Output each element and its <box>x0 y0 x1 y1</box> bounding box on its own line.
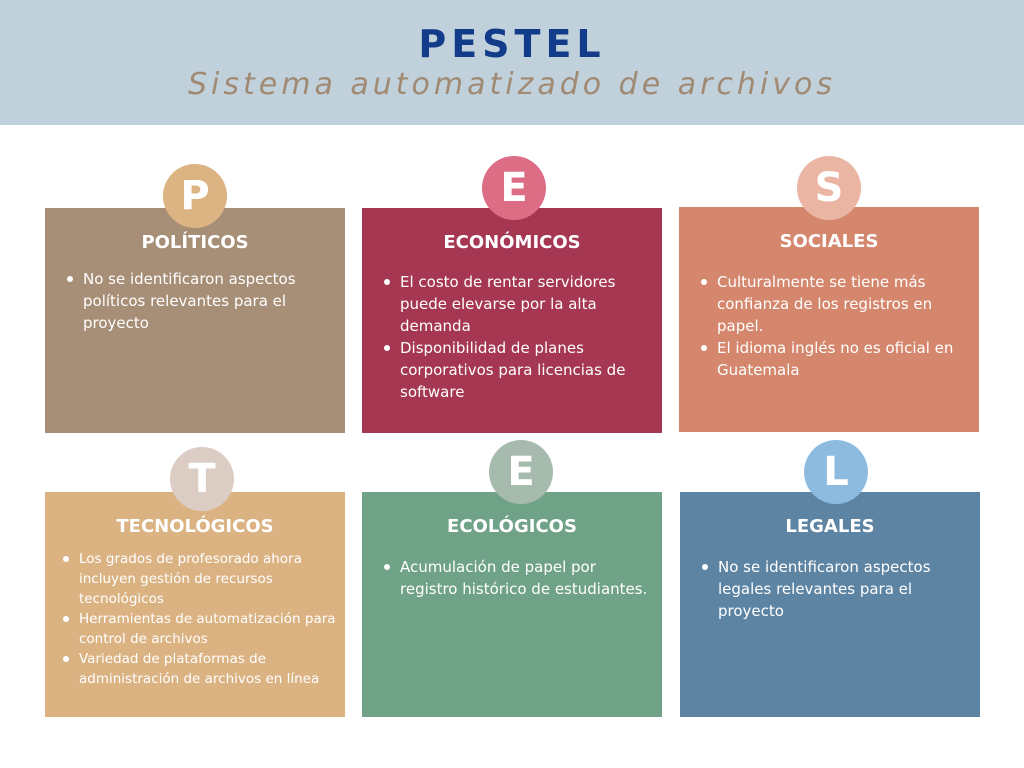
factor-title: ECONÓMICOS <box>443 232 581 253</box>
factor-list: Culturalmente se tiene más confianza de … <box>697 271 967 381</box>
factor-card-economicos: ECONÓMICOS El costo de rentar servidores… <box>362 208 662 433</box>
factor-list: No se identificaron aspectos políticos r… <box>63 268 333 334</box>
factor-list: El costo de rentar servidores puede elev… <box>380 271 650 403</box>
factor-title: POLÍTICOS <box>141 232 249 253</box>
list-item: Culturalmente se tiene más confianza de … <box>697 271 967 337</box>
factor-list: No se identificaron aspectos legales rel… <box>698 556 968 622</box>
letter-badge-s: S <box>797 156 861 220</box>
list-item: El costo de rentar servidores puede elev… <box>380 271 650 337</box>
list-item: Disponibilidad de planes corporativos pa… <box>380 337 650 403</box>
factor-title: SOCIALES <box>779 231 879 252</box>
factor-title: LEGALES <box>785 516 875 537</box>
list-item: Herramientas de automatización para cont… <box>59 609 337 649</box>
list-item: Acumulación de papel por registro histór… <box>380 556 650 600</box>
factor-card-sociales: SOCIALES Culturalmente se tiene más conf… <box>679 207 979 432</box>
factor-title: TECNOLÓGICOS <box>116 516 274 537</box>
factor-card-legales: LEGALES No se identificaron aspectos leg… <box>680 492 980 717</box>
letter-badge-e-economicos: E <box>482 156 546 220</box>
factor-card-tecnologicos: TECNOLÓGICOS Los grados de profesorado a… <box>45 492 345 717</box>
letter-badge-t: T <box>170 447 234 511</box>
factor-card-politicos: POLÍTICOS No se identificaron aspectos p… <box>45 208 345 433</box>
list-item: Variedad de plataformas de administració… <box>59 649 337 689</box>
factor-card-ecologicos: ECOLÓGICOS Acumulación de papel por regi… <box>362 492 662 717</box>
page-subtitle: Sistema automatizado de archivos <box>188 67 836 102</box>
factor-list: Los grados de profesorado ahora incluyen… <box>59 549 337 689</box>
letter-badge-e-ecologicos: E <box>489 440 553 504</box>
list-item: Los grados de profesorado ahora incluyen… <box>59 549 337 609</box>
factor-title: ECOLÓGICOS <box>447 516 577 537</box>
letter-badge-l: L <box>804 440 868 504</box>
list-item: El idioma inglés no es oficial en Guatem… <box>697 337 967 381</box>
list-item: No se identificaron aspectos políticos r… <box>63 268 333 334</box>
header-banner: PESTEL Sistema automatizado de archivos <box>0 0 1024 125</box>
page-title: PESTEL <box>418 22 606 66</box>
factor-list: Acumulación de papel por registro histór… <box>380 556 650 600</box>
letter-badge-p: P <box>163 164 227 228</box>
list-item: No se identificaron aspectos legales rel… <box>698 556 968 622</box>
